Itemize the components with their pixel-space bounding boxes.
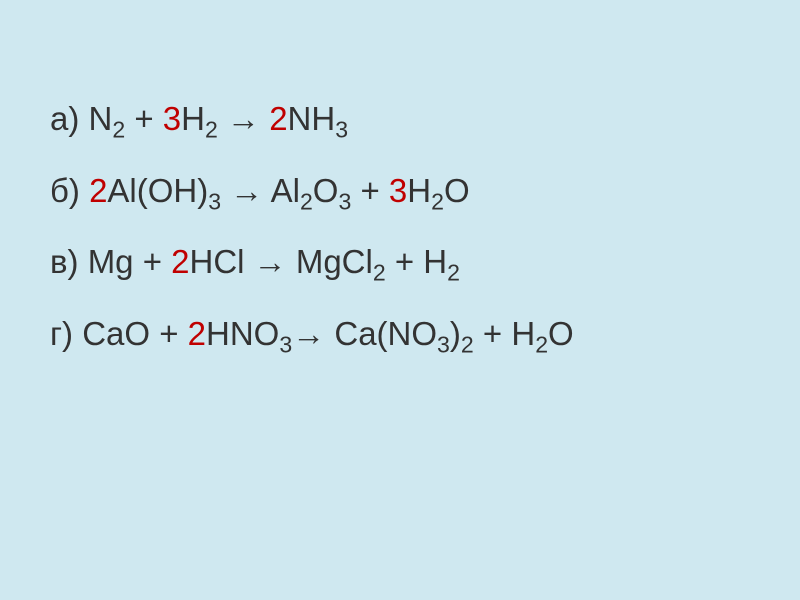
equation-g: г) CaO + 2HNO3→ Ca(NO3)2 + H2O [50,315,750,359]
equations-container: а) N2 + 3H2 → 2NH3 б) 2Al(OH)3 → Al2O3 +… [50,100,750,358]
equation-b: б) 2Al(OH)3 → Al2O3 + 3H2O [50,172,750,216]
equation-v: в) Mg + 2HCl → MgCl2 + H2 [50,243,750,287]
equation-a: а) N2 + 3H2 → 2NH3 [50,100,750,144]
